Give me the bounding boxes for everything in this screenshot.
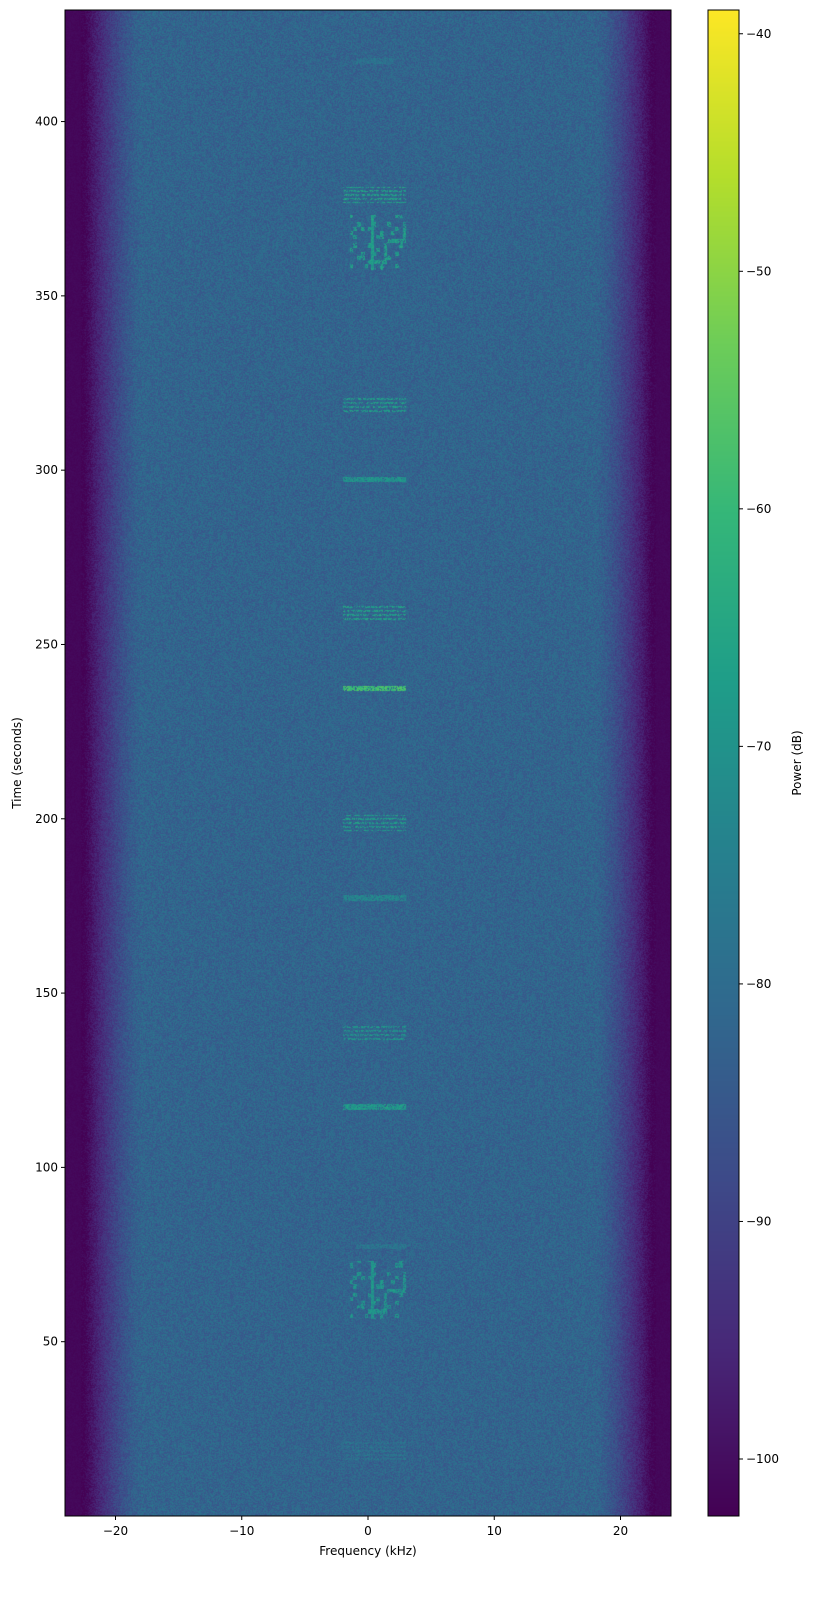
colorbar-tick-label: −100 (746, 1452, 779, 1466)
y-tick-label: 50 (43, 1335, 58, 1349)
y-tick-label: 200 (35, 812, 58, 826)
y-tick-label: 300 (35, 463, 58, 477)
colorbar-tick-label: −90 (746, 1214, 771, 1228)
y-tick-label: 150 (35, 986, 58, 1000)
x-tick-label: −10 (229, 1524, 254, 1538)
colorbar-tick-label: −70 (746, 739, 771, 753)
colorbar-tick-label: −80 (746, 977, 771, 991)
y-tick-label: 250 (35, 637, 58, 651)
spectrogram-image (65, 10, 671, 1516)
colorbar-ticks: −40 −50 −60 −70 −80 −90 −100 (739, 27, 779, 1466)
colorbar-tick-label: −60 (746, 502, 771, 516)
x-tick-label: −20 (103, 1524, 128, 1538)
colorbar-gradient (708, 10, 739, 1516)
x-tick-label: 20 (613, 1524, 628, 1538)
colorbar-tick-label: −50 (746, 264, 771, 278)
colorbar-frame (707, 9, 740, 1517)
y-tick-label: 350 (35, 289, 58, 303)
plot-frame (64, 9, 672, 1517)
y-axis-ticks: 50 100 150 200 250 300 350 400 (35, 115, 65, 1349)
x-tick-label: 0 (364, 1524, 372, 1538)
y-axis-label: Time (seconds) (10, 717, 24, 810)
y-tick-label: 100 (35, 1160, 58, 1174)
x-axis-ticks: −20 −10 0 10 20 (103, 1516, 628, 1538)
x-tick-label: 10 (487, 1524, 502, 1538)
y-tick-label: 400 (35, 115, 58, 129)
x-axis-label: Frequency (kHz) (319, 1544, 416, 1558)
colorbar-tick-label: −40 (746, 27, 771, 41)
colorbar-label: Power (dB) (790, 730, 804, 795)
